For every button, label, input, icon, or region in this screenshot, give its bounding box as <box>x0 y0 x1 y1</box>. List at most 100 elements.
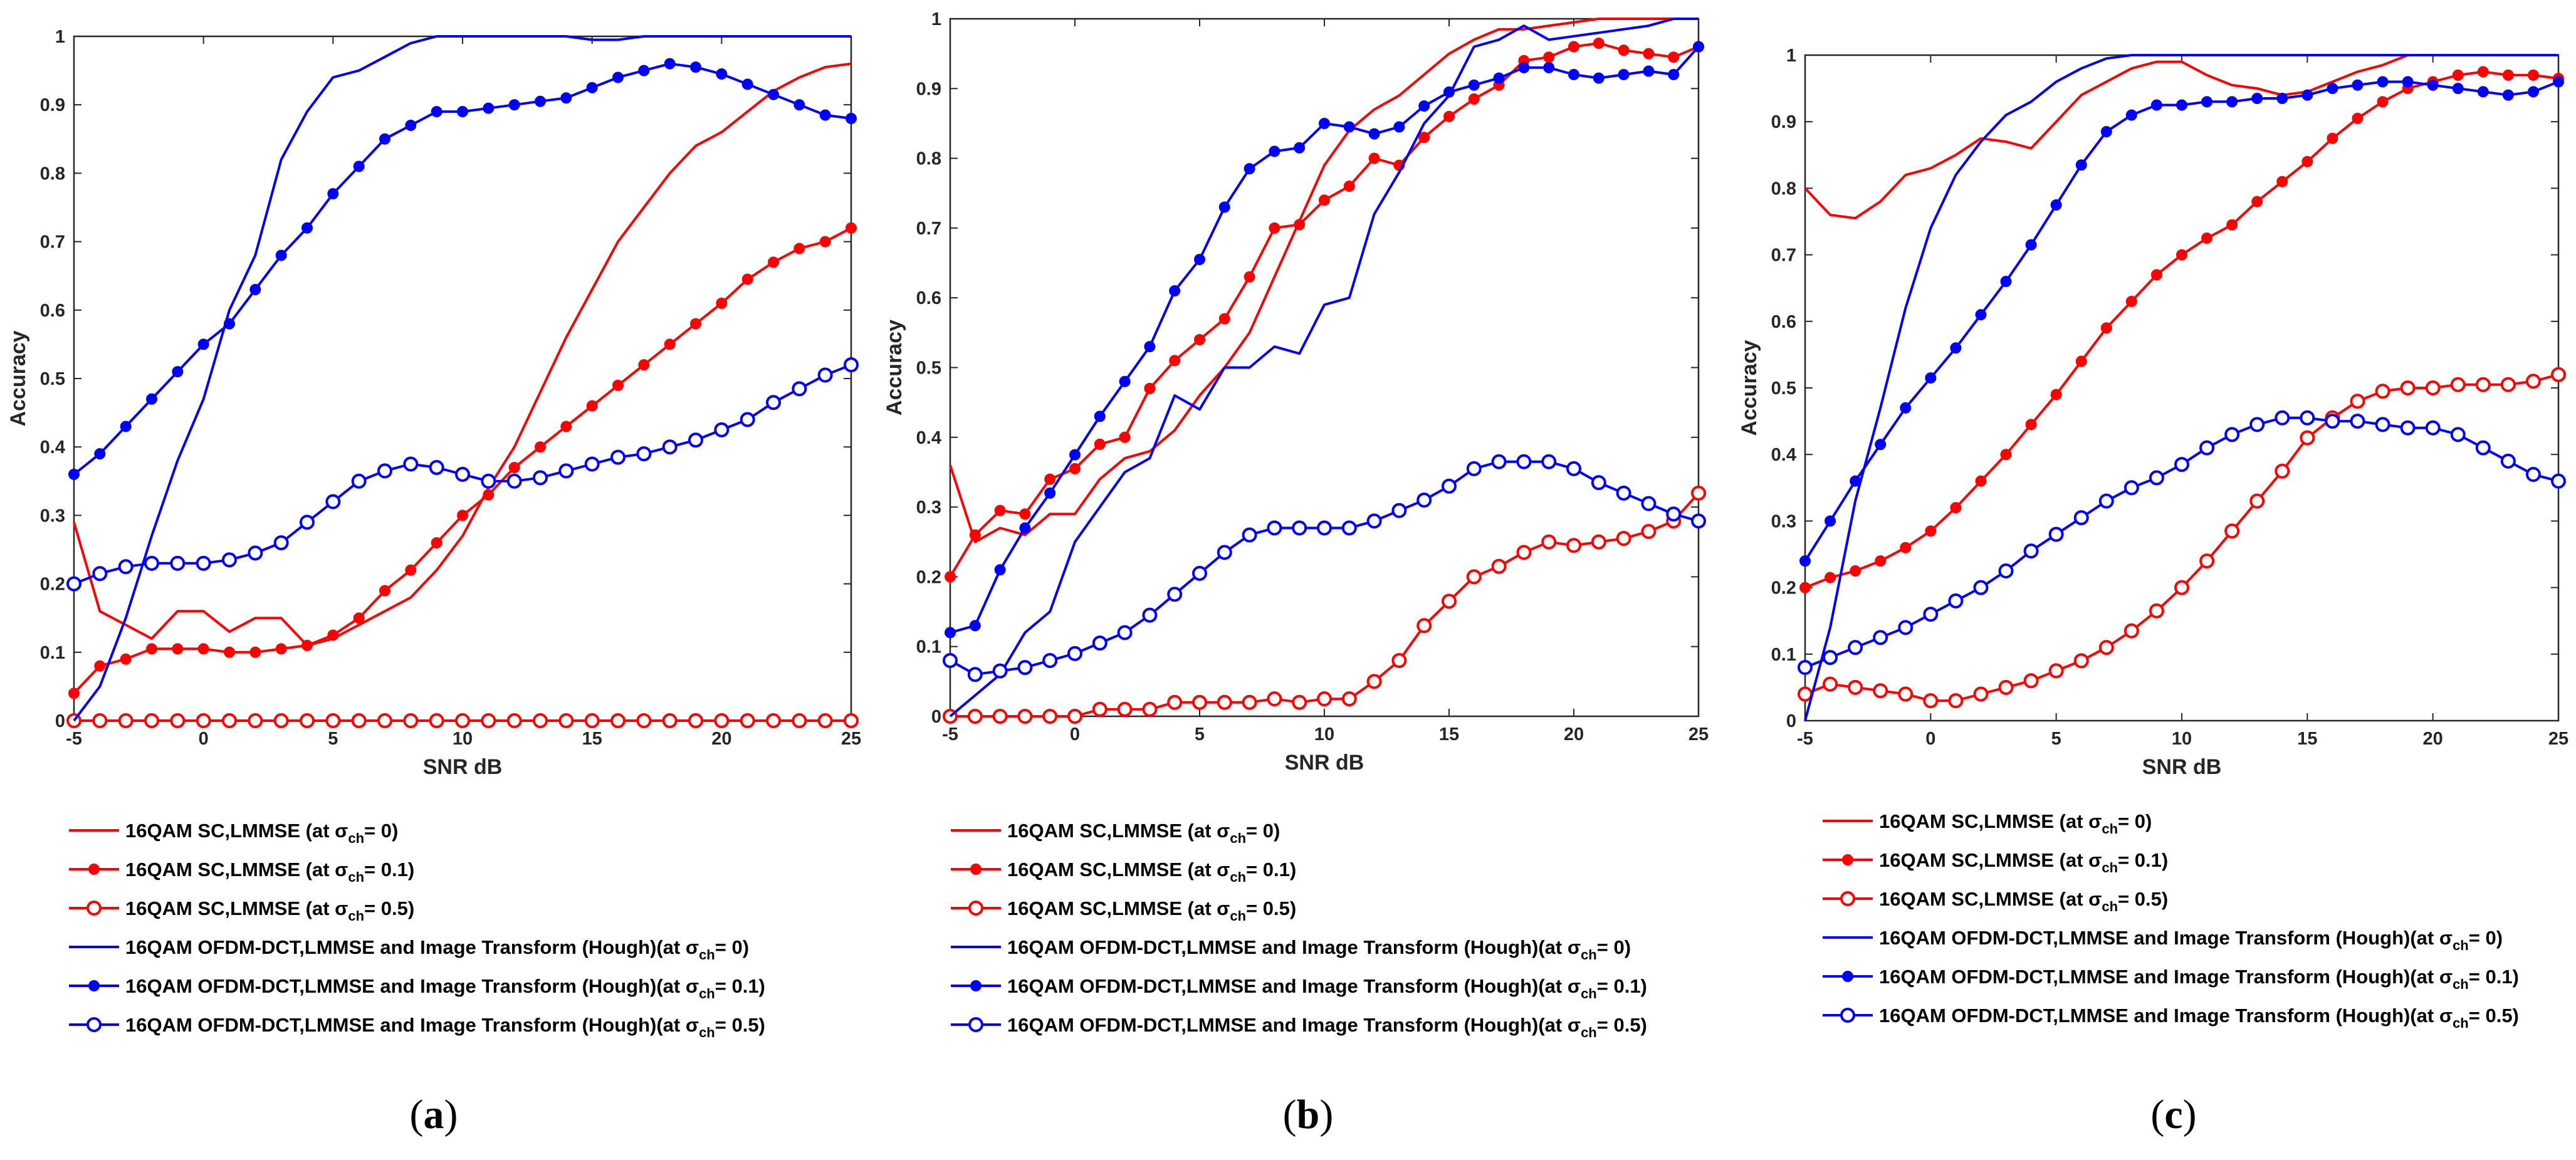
data-point <box>196 713 211 728</box>
data-point <box>1468 79 1480 91</box>
data-point <box>1593 72 1605 84</box>
panel-caption: (a) <box>410 1092 458 1137</box>
data-point <box>846 222 857 234</box>
legend-text: = 0.1) <box>1597 975 1647 997</box>
data-point <box>2301 155 2313 167</box>
legend-text: 16QAM OFDM-DCT,LMMSE and Image Transform… <box>1879 927 2453 949</box>
y-tick-label: 1 <box>931 9 941 29</box>
x-tick-label: 0 <box>1070 724 1080 745</box>
series-line-1 <box>949 18 1699 543</box>
y-tick-label: 0.5 <box>1771 379 1796 399</box>
data-point <box>1823 650 1838 666</box>
data-point <box>2251 196 2263 207</box>
data-point <box>1950 502 1962 514</box>
data-point <box>2000 449 2012 461</box>
data-point <box>969 529 981 541</box>
data-point <box>1566 461 1581 476</box>
data-point <box>222 552 237 568</box>
data-point <box>146 393 157 405</box>
data-point <box>2275 410 2290 426</box>
legend-text: 16QAM SC,LMMSE (at σ <box>1879 888 2102 910</box>
legend-text: 16QAM SC,LMMSE (at σ <box>1879 810 2102 832</box>
data-point <box>66 576 81 592</box>
legend-marker <box>970 980 982 991</box>
data-point <box>1641 524 1657 540</box>
data-point <box>1267 520 1282 536</box>
data-point <box>1017 660 1033 676</box>
y-tick-label: 0.1 <box>40 643 65 663</box>
series-group <box>943 18 1706 724</box>
data-point <box>92 566 108 582</box>
data-point <box>325 713 341 728</box>
data-point <box>1616 531 1631 546</box>
legend-entry: 16QAM SC,LMMSE (at σch= 0) <box>125 820 398 846</box>
legend-entry: 16QAM SC,LMMSE (at σch= 0.5) <box>1007 897 1296 924</box>
y-tick-label: 0.2 <box>916 567 941 587</box>
legend-marker <box>1842 971 1853 982</box>
data-point <box>273 535 289 551</box>
data-point <box>662 439 678 455</box>
data-point <box>586 81 598 93</box>
legend-text: 16QAM OFDM-DCT,LMMSE and Image Transform… <box>125 975 699 997</box>
data-point <box>610 449 626 465</box>
data-point <box>1192 565 1207 581</box>
legend-text: 16QAM SC,LMMSE (at σ <box>125 820 348 842</box>
data-point <box>1491 454 1507 469</box>
data-point <box>300 713 315 728</box>
data-point <box>2249 417 2265 432</box>
data-point <box>636 713 652 728</box>
data-point <box>584 456 600 472</box>
data-point <box>1368 152 1380 164</box>
legend-entry: 16QAM OFDM-DCT,LMMSE and Image Transform… <box>1007 975 1647 1001</box>
data-point <box>817 713 833 728</box>
x-tick-label: 10 <box>2172 729 2192 749</box>
data-point <box>1144 382 1156 394</box>
data-point <box>1566 538 1581 553</box>
data-point <box>2425 420 2441 436</box>
data-point <box>170 713 186 728</box>
data-point <box>1875 439 1887 451</box>
x-tick-label: 5 <box>1195 724 1205 745</box>
data-point <box>1900 541 1912 553</box>
legend-text: 16QAM SC,LMMSE (at σ <box>125 897 348 919</box>
data-point <box>351 473 367 489</box>
legend-text: 16QAM SC,LMMSE (at σ <box>125 859 348 880</box>
data-point <box>1848 640 1863 656</box>
data-point <box>1491 558 1507 574</box>
data-point <box>1167 694 1183 710</box>
data-point <box>1468 93 1480 105</box>
data-point <box>275 249 287 261</box>
data-point <box>1618 44 1630 56</box>
data-point <box>792 381 807 397</box>
data-point <box>2375 384 2390 399</box>
data-point <box>768 88 779 100</box>
x-tick-label: 15 <box>2297 729 2317 749</box>
data-point <box>2176 249 2187 261</box>
legend-subscript: ch <box>2453 938 2469 953</box>
data-point <box>2402 76 2414 88</box>
data-point <box>2075 355 2087 367</box>
data-point <box>768 256 779 268</box>
x-tick-label: 10 <box>453 729 473 749</box>
data-point <box>2327 132 2338 144</box>
data-point <box>1543 61 1555 73</box>
data-point <box>1975 309 1987 321</box>
data-point <box>612 71 624 83</box>
data-point <box>508 461 520 473</box>
data-point <box>1493 72 1505 84</box>
data-point <box>1950 342 1962 354</box>
data-point <box>1568 69 1579 81</box>
x-tick-label: 0 <box>199 729 209 749</box>
x-tick-label: -5 <box>942 724 958 745</box>
data-point <box>1194 333 1205 345</box>
data-point <box>197 643 209 655</box>
data-point <box>1948 593 1964 609</box>
data-point <box>1898 686 1914 702</box>
data-point <box>1094 438 1106 450</box>
data-point <box>690 318 701 330</box>
data-point <box>819 236 831 248</box>
data-point <box>2176 99 2187 111</box>
data-point <box>1443 110 1455 122</box>
data-point <box>1341 520 1357 536</box>
data-point <box>793 99 805 111</box>
